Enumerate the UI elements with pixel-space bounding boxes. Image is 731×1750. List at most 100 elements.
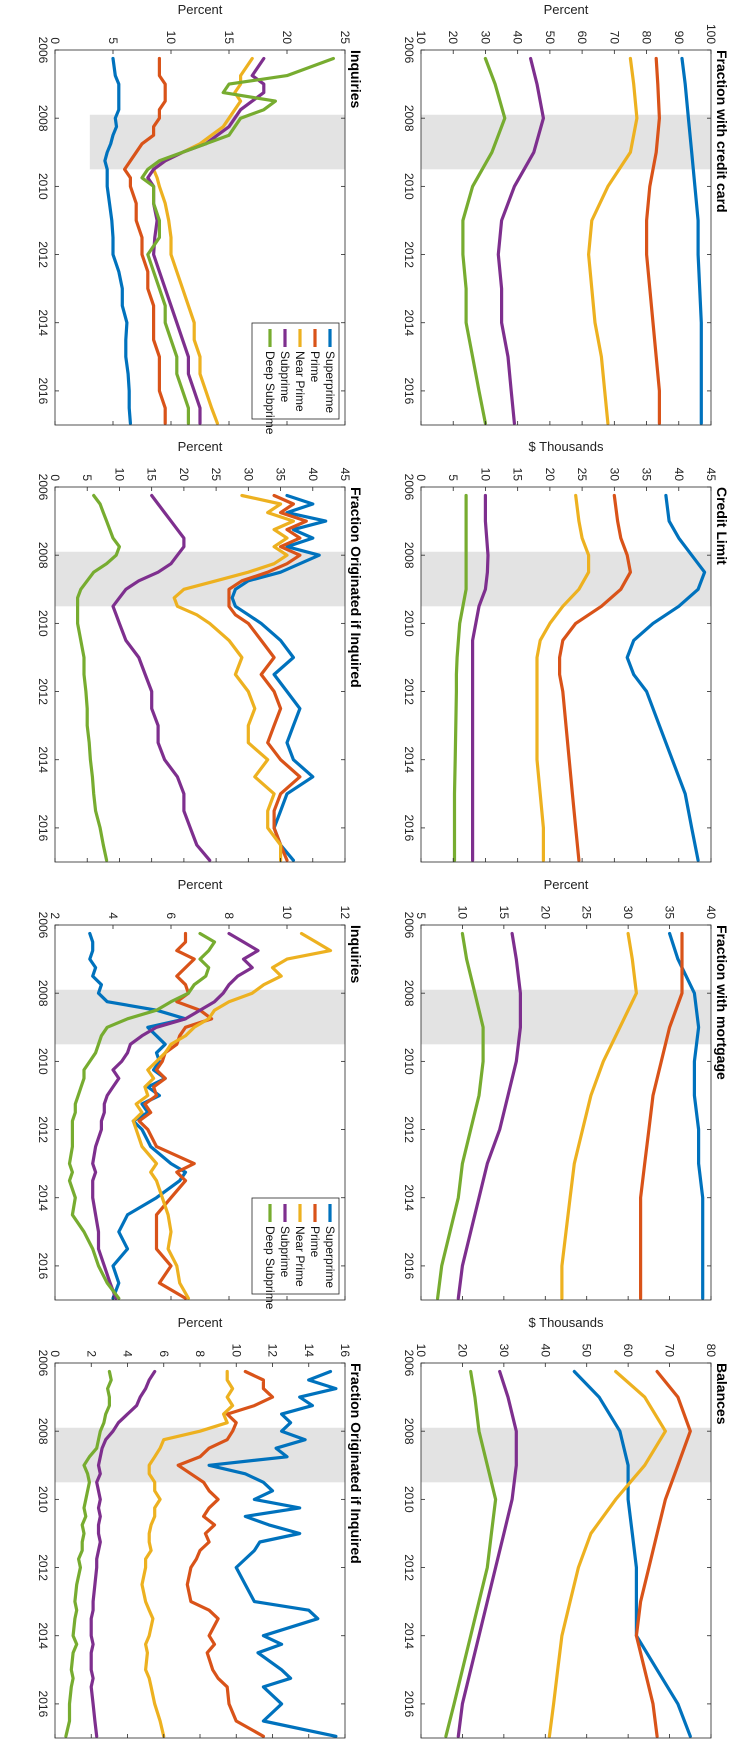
series-line-superprime (572, 1369, 692, 1738)
y-tick-label: 70 (663, 1344, 677, 1358)
series-line-superprime (680, 56, 703, 425)
legend-label-subprime: Subprime (278, 1226, 292, 1278)
plot-area (421, 1363, 711, 1738)
chart-panel-7: 2006 2008 2010 2012 2014 2016 2 4 6 8 10 12 Percent I… (0, 875, 365, 1310)
series-line-subprime (111, 493, 212, 862)
x-tick-label: 2010 (402, 1486, 416, 1513)
y-tick-label: 100 (704, 24, 718, 44)
x-tick-label: 2014 (402, 746, 416, 773)
series-line-prime (639, 931, 684, 1300)
legend-label-deep-subprime: Deep Subprime (263, 351, 277, 435)
axes-box (420, 924, 712, 1301)
x-tick-label: 2014 (36, 746, 50, 773)
x-tick-label: 2016 (36, 1691, 50, 1718)
y-tick-label: 25 (575, 468, 589, 482)
chart-svg: 2006 2008 2010 2012 2014 2016 0 2 4 6 8 10 12 14 16 Per… (36, 1315, 364, 1739)
series-line-subprime (456, 1369, 518, 1738)
y-tick-label: 80 (704, 1344, 718, 1358)
y-tick-label: 40 (704, 906, 718, 920)
series-line-prime (123, 56, 167, 425)
y-tick-label: 2 (48, 912, 62, 919)
y-tick-label: 25 (338, 31, 352, 45)
y-tick-label: 16 (338, 1344, 352, 1358)
y-tick-label: 4 (121, 1350, 135, 1357)
x-tick-label: 2014 (36, 309, 50, 336)
y-tick-label: 5 (414, 912, 428, 919)
x-tick-label: 2008 (36, 980, 50, 1007)
y-tick-label: 10 (164, 31, 178, 45)
y-tick-label: 45 (704, 468, 718, 482)
recession-band (421, 551, 711, 607)
series-line-deep-subprime (64, 1369, 113, 1738)
series-line-near-prime (131, 931, 333, 1300)
axes-box (420, 486, 712, 863)
series-line-subprime (91, 931, 260, 1300)
y-tick-label: 30 (607, 468, 621, 482)
y-tick-label: 0 (48, 37, 62, 44)
x-tick-label: 2014 (36, 1622, 50, 1649)
x-tick-label: 2006 (402, 912, 416, 939)
y-tick-label: 50 (543, 31, 557, 45)
x-tick-label: 2012 (402, 1554, 416, 1581)
chart-title: Inquiries (348, 925, 364, 984)
y-axis-label: $ Thousands (529, 439, 604, 454)
series-line-subprime (456, 931, 522, 1300)
legend-label-superprime: Superprime (323, 351, 337, 413)
x-tick-label: 2012 (36, 678, 50, 705)
legend-label-near-prime: Near Prime (293, 351, 307, 412)
y-tick-label: 8 (222, 912, 236, 919)
series-line-near-prime (140, 1369, 235, 1738)
recession-band (55, 551, 345, 607)
legend-label-near-prime: Near Prime (293, 1226, 307, 1287)
y-tick-label: 10 (414, 1344, 428, 1358)
chart-title: Credit Limit (714, 487, 730, 565)
chart-panel-6: 2006 2008 2010 2012 2014 2016 0 5 10 15 20 25 30 35 40… (0, 437, 365, 872)
x-tick-label: 2010 (36, 1486, 50, 1513)
x-tick-label: 2016 (36, 378, 50, 405)
axes-box (54, 49, 346, 426)
x-tick-label: 2012 (36, 1116, 50, 1143)
legend-label-prime: Prime (308, 1226, 322, 1258)
series-line-prime (227, 493, 308, 862)
recession-band (55, 989, 345, 1045)
x-tick-label: 2006 (36, 474, 50, 501)
chart-svg: 2006 2008 2010 2012 2014 2016 0 5 10 15 20 25 30 35 40… (36, 439, 364, 863)
x-tick-label: 2012 (36, 241, 50, 268)
series-line-superprime (668, 931, 705, 1300)
series-line-near-prime (152, 56, 254, 425)
y-tick-label: 40 (306, 468, 320, 482)
chart-panel-2: 2006 2008 2010 2012 2014 2016 0 5 10 15 20 25 30 35 40… (361, 437, 731, 872)
y-tick-label: 5 (106, 37, 120, 44)
x-tick-label: 2008 (36, 1418, 50, 1445)
chart-panel-3: 2006 2008 2010 2012 2014 2016 5 10 15 20 25 30 35 40 P… (361, 875, 731, 1310)
x-tick-label: 2010 (402, 610, 416, 637)
chart-title: Fraction Originated if Inquired (348, 1363, 364, 1564)
series-line-subprime (496, 56, 545, 425)
y-tick-label: 35 (663, 906, 677, 920)
series-line-prime (558, 493, 632, 862)
y-tick-label: 10 (478, 468, 492, 482)
legend-label-prime: Prime (308, 351, 322, 383)
x-tick-label: 2008 (36, 542, 50, 569)
y-tick-label: 80 (640, 31, 654, 45)
x-tick-label: 2016 (402, 378, 416, 405)
series-line-near-prime (587, 56, 639, 425)
y-tick-label: 8 (193, 1350, 207, 1357)
x-tick-label: 2006 (36, 37, 50, 64)
y-axis-label: Percent (544, 877, 589, 892)
y-tick-label: 20 (177, 468, 191, 482)
x-tick-label: 2008 (402, 1418, 416, 1445)
x-tick-label: 2008 (402, 980, 416, 1007)
chart-svg: 2006 2008 2010 2012 2014 2016 10 20 30 40 50 60 70 80… (402, 1315, 730, 1739)
series-line-prime (137, 931, 214, 1300)
y-tick-label: 90 (672, 31, 686, 45)
axes-box (54, 924, 346, 1301)
y-tick-label: 5 (80, 474, 94, 481)
x-tick-label: 2008 (36, 105, 50, 132)
legend-label-deep-subprime: Deep Subprime (263, 1226, 277, 1310)
chart-title: Fraction with credit card (714, 50, 730, 213)
series-line-near-prime (560, 931, 638, 1300)
series-line-deep-subprime (76, 493, 121, 862)
y-tick-label: 15 (222, 31, 236, 45)
